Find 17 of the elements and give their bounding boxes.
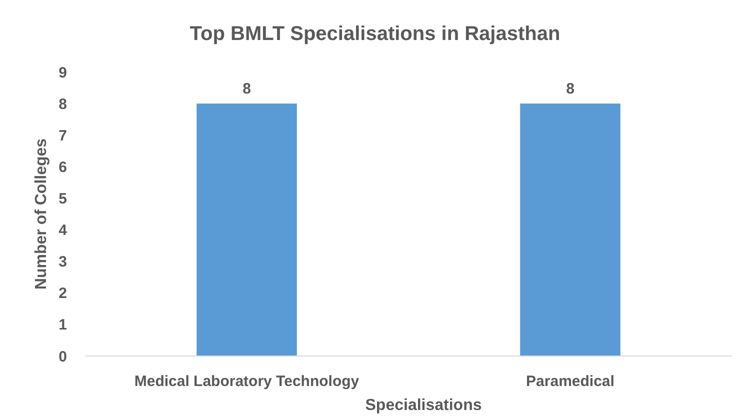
y-tick-label: 6	[58, 158, 67, 176]
y-tick-label: 2	[58, 285, 67, 302]
y-tick-label: 3	[58, 254, 67, 271]
y-tick-label: 1	[58, 316, 67, 334]
y-tick-label: 8	[58, 96, 67, 113]
data-label: 8	[242, 80, 251, 98]
y-tick-label: 7	[58, 127, 67, 144]
y-tick-label: 4	[58, 222, 68, 240]
y-tick-label: 5	[58, 190, 67, 208]
x-tick-label: Medical Laboratory Technology	[134, 373, 360, 390]
x-axis-title: Specialisations	[365, 397, 482, 414]
y-tick-label: 9	[58, 64, 67, 82]
y-axis-title: Number of Colleges	[33, 138, 50, 290]
chart-title: Top BMLT Specialisations in Rajasthan	[190, 23, 560, 45]
x-tick-label: Paramedical	[526, 373, 614, 390]
y-tick-label: 0	[58, 348, 67, 366]
data-label: 8	[566, 80, 574, 98]
